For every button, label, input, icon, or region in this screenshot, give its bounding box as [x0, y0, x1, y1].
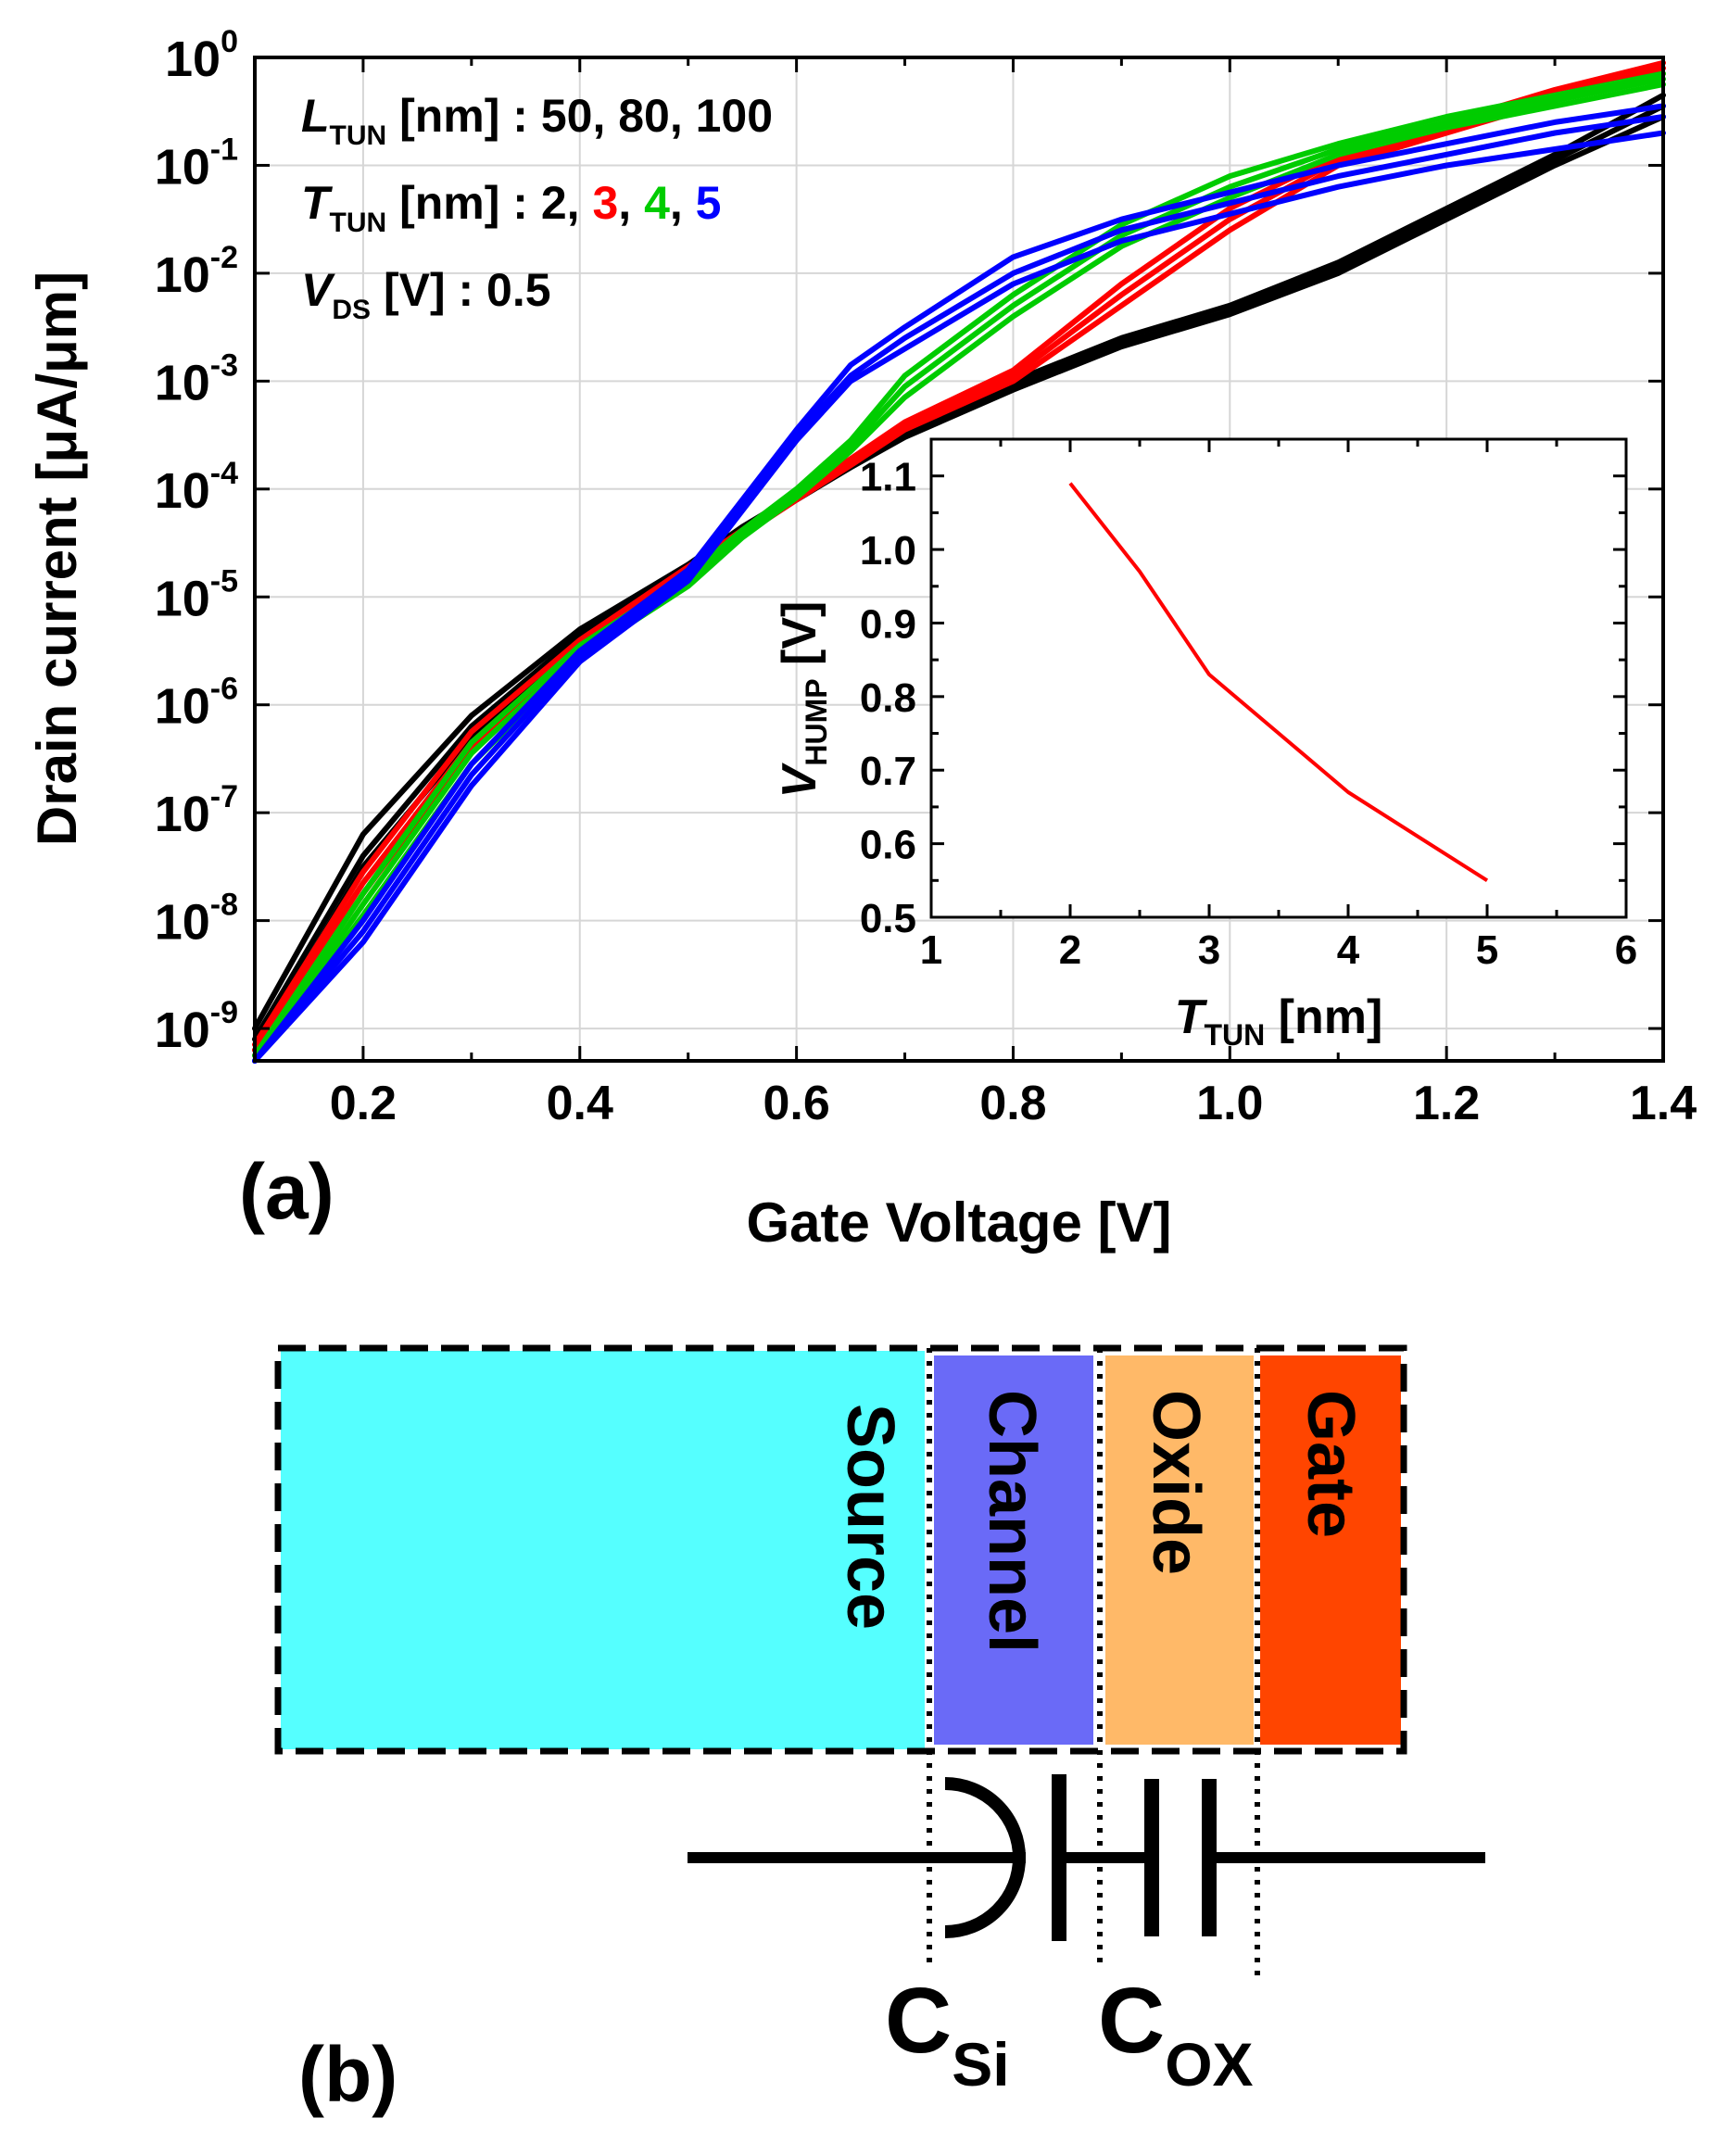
inset-y-tick-label: 1.0: [860, 528, 916, 574]
main-x-axis-label: Gate Voltage [V]: [747, 1191, 1172, 1254]
inset-x-tick-label: 6: [1615, 927, 1637, 973]
inset-vhump-line: [1068, 482, 1489, 882]
main-y-tick-label: 10-6: [155, 672, 238, 735]
gate-region: [1260, 1355, 1401, 1745]
main-x-tick-label: 0.4: [547, 1077, 613, 1130]
annotation-vds: VDS [V] : 0.5: [301, 264, 551, 325]
main-x-tick-label: 1.2: [1413, 1077, 1480, 1130]
c-si-label: CSi: [885, 1969, 1010, 2099]
source-region: [281, 1351, 925, 1749]
channel-label: Channel: [975, 1390, 1049, 1653]
source-label: Source: [833, 1404, 907, 1630]
inset-x-axis-label: TTUN [nm]: [1175, 990, 1383, 1052]
main-x-tick-label: 0.6: [763, 1077, 829, 1130]
main-x-tick-label: 1.4: [1630, 1077, 1697, 1130]
main-x-tick-label: 0.8: [979, 1077, 1046, 1130]
oxide-region: [1105, 1355, 1254, 1745]
inset-x-tick-label: 5: [1476, 927, 1498, 973]
main-y-tick-label: 10-2: [155, 240, 238, 303]
panel-a-label: (a): [239, 1148, 334, 1235]
main-y-tick-label: 10-5: [155, 563, 238, 626]
inset-y-tick-labels: 0.5 0.6 0.7 0.8 0.9 1.0 1.1: [860, 455, 916, 941]
inset-y-tick-label: 0.5: [860, 896, 916, 941]
inset-y-tick-label: 0.7: [860, 749, 916, 794]
main-y-tick-label: 10-3: [155, 347, 238, 410]
main-ticks: [253, 56, 1663, 1061]
inset-x-tick-label: 1: [920, 927, 942, 973]
annotation-ltun: LTUN [nm] : 50, 80, 100: [301, 90, 773, 151]
c-ox-label: COX: [1098, 1969, 1254, 2099]
main-y-tick-label: 10-7: [155, 779, 238, 842]
main-y-axis-label: Drain current [μA/μm]: [26, 271, 88, 846]
series-line-ttun-5-curve-2: [252, 114, 1666, 1064]
main-y-tick-label: 10-4: [155, 456, 238, 519]
oxide-label: Oxide: [1139, 1390, 1213, 1575]
series-line-ttun-4-curve-1: [252, 70, 1666, 1059]
channel-region: [934, 1355, 1093, 1745]
main-y-tick-label: 10-8: [155, 888, 238, 951]
inset-y-tick-label: 0.9: [860, 601, 916, 647]
series-line-ttun-4-curve-2: [252, 76, 1666, 1064]
inset-y-tick-label: 0.8: [860, 675, 916, 721]
inset-background: [931, 439, 1626, 917]
inset-y-tick-label: 0.6: [860, 823, 916, 868]
main-x-tick-labels: 0.2 0.4 0.6 0.8 1.0 1.2 1.4: [330, 1077, 1697, 1130]
main-y-tick-label: 10-9: [155, 995, 238, 1058]
main-x-tick-label: 0.2: [330, 1077, 397, 1130]
variable-capacitor-plate: [944, 1777, 1026, 1938]
inset-y-axis-label: VHUMP [V]: [773, 601, 833, 799]
inset-x-tick-label: 4: [1337, 927, 1360, 973]
main-y-tick-label: 10-1: [155, 132, 238, 195]
main-y-tick-label: 100: [165, 24, 238, 87]
panel-b-label: (b): [298, 2031, 397, 2118]
annotation-ttun: TTUN [nm] : 2, 3, 4, 5: [301, 177, 721, 238]
inset-x-tick-label: 2: [1059, 927, 1081, 973]
inset-ticks: [929, 439, 1628, 919]
main-series-group: [252, 59, 1666, 1064]
inset-series-group: [1068, 482, 1489, 882]
main-y-tick-labels: 100 10-1 10-2 10-3 10-4 10-5 10-6 10-7 10-8 10-9: [155, 24, 238, 1058]
inset-x-tick-labels: 1 2 3 4 5 6: [920, 927, 1637, 973]
device-outline: [274, 1344, 1407, 1755]
main-plot-frame: [253, 56, 1665, 1063]
inset-y-tick-label: 1.1: [860, 455, 916, 500]
series-line-ttun-5-curve-3: [252, 130, 1666, 1064]
main-x-tick-label: 1.0: [1196, 1077, 1263, 1130]
inset-x-tick-label: 3: [1198, 927, 1220, 973]
gate-label: Gate: [1293, 1390, 1368, 1538]
series-line-ttun-5-curve-1: [252, 103, 1666, 1064]
